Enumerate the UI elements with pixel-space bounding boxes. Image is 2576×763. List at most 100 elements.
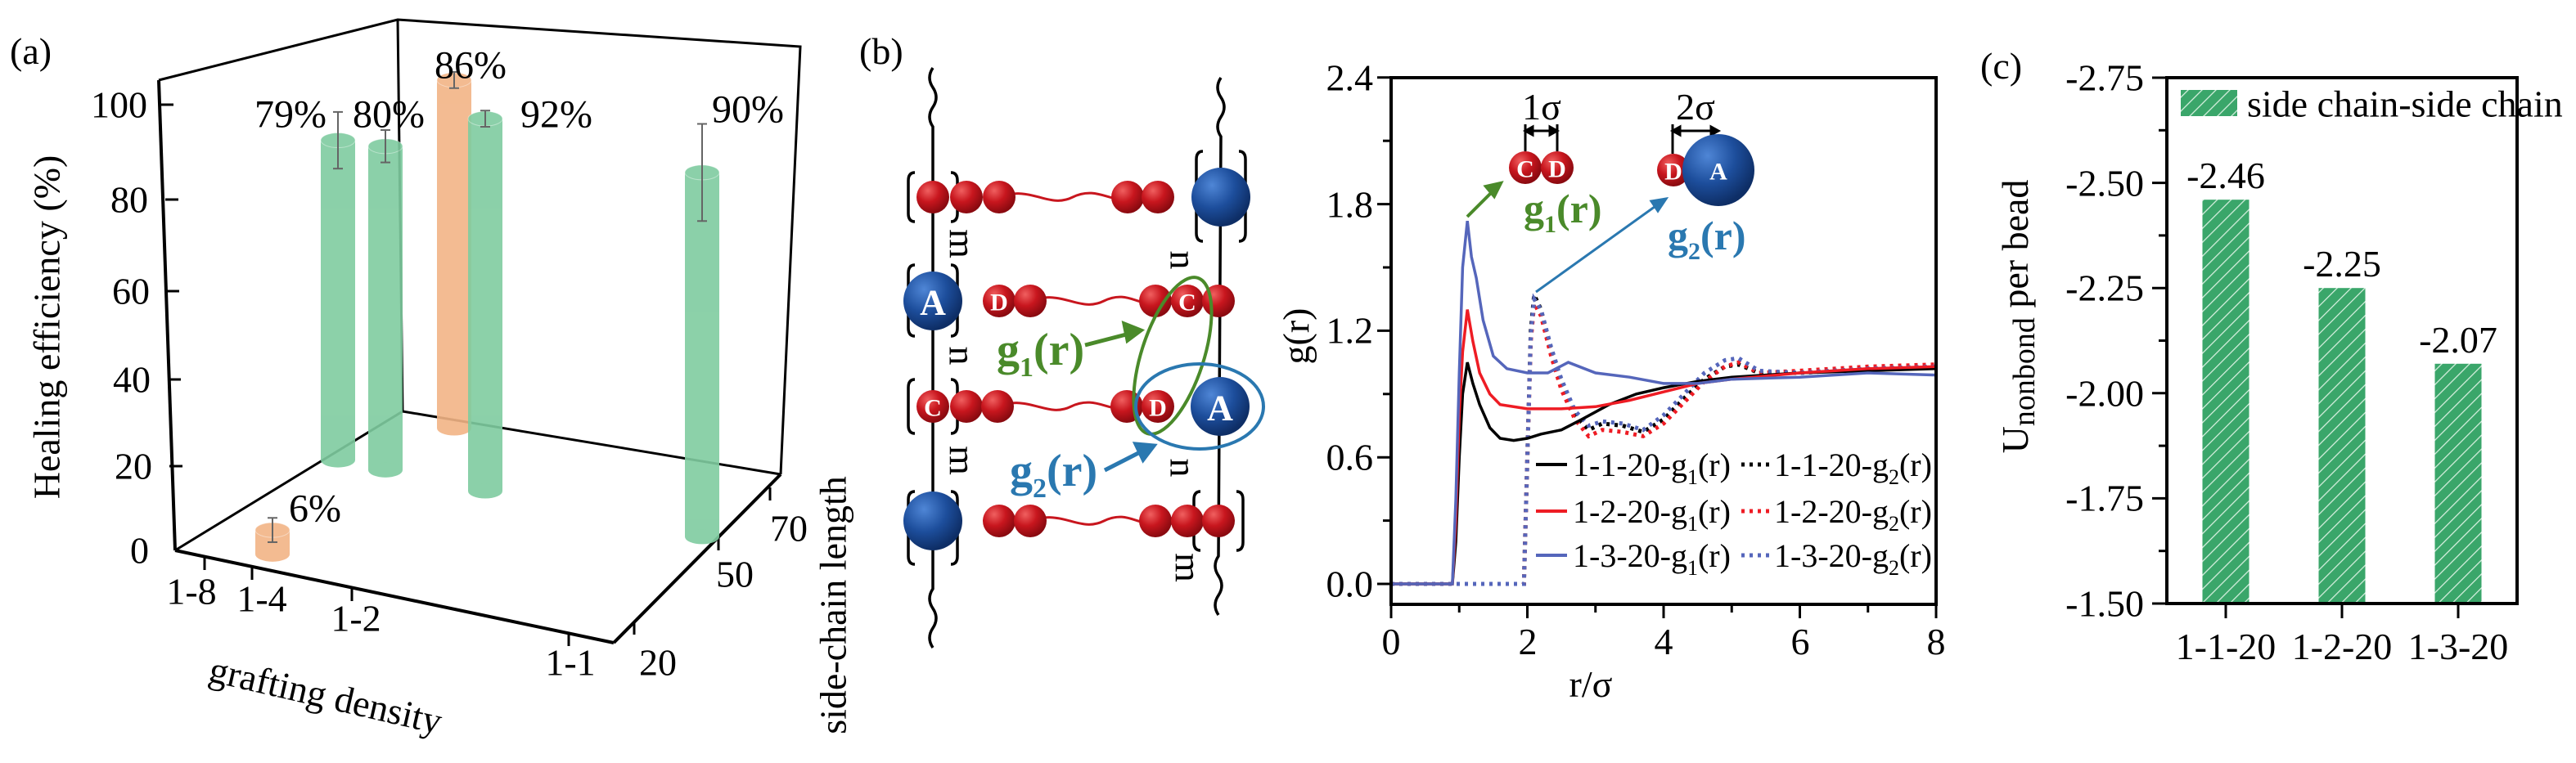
y-tick-label: -1.50 xyxy=(2065,583,2144,625)
legend-label: 1-1-20-g1(r) xyxy=(1573,447,1731,489)
gr-axis-ticks xyxy=(1377,76,1938,618)
error-bar xyxy=(381,129,390,164)
legend-label: side chain-side chain xyxy=(2247,83,2563,125)
bar-1-1-20 xyxy=(2202,200,2249,604)
inset-cd-pair: 1σ C D g1(r) xyxy=(1466,86,1602,238)
bar-value-label: 79% xyxy=(254,93,327,137)
legend-label-main: 1-3-20-g xyxy=(1774,537,1889,574)
cylinder-body xyxy=(468,119,502,491)
gr-y-axis-title: g(r) xyxy=(1276,308,1317,365)
legend-label-sub: 2 xyxy=(1889,556,1899,580)
bead-label-A: A xyxy=(1709,159,1727,186)
gr-x-axis-title: r/σ xyxy=(1569,663,1613,705)
repeat-m: m xyxy=(942,446,984,475)
bead-label-C: C xyxy=(924,395,942,422)
legend-label: 1-2-20-g2(r) xyxy=(1774,493,1932,536)
bar-value-label: 90% xyxy=(712,88,784,132)
legend-label-sub: 1 xyxy=(1687,512,1698,536)
x-tick-label: 1-3-20 xyxy=(2408,626,2509,667)
panel-label-c: (c) xyxy=(1980,45,2022,87)
x-tick-label: 1-8 xyxy=(166,571,216,613)
x-tick-label: 1-2-20 xyxy=(2292,626,2393,667)
bead-label-D: D xyxy=(1149,395,1167,422)
cylinder-bar xyxy=(254,517,290,562)
z-axis-title: Healing efficiency (%) xyxy=(26,155,68,500)
x-tick-labels: 1-8 1-4 1-2 1-1 20 50 70 xyxy=(166,508,808,684)
panel-c: (c) -2.46 -2.25 -2.07 -2.75 -2.50 -2.25 -2… xyxy=(1980,45,2563,667)
z-tick-label: 40 xyxy=(113,359,151,401)
y-tick-label: -2.00 xyxy=(2065,373,2144,415)
g1-annotation-arrow xyxy=(1466,181,1504,218)
cylinder-bottom xyxy=(368,462,403,478)
blue-beads xyxy=(903,168,1250,550)
legend-label-end: (r) xyxy=(1899,537,1932,574)
legend-label-main: 1-1-20-g xyxy=(1573,447,1687,483)
z-tick-label: 80 xyxy=(110,179,148,221)
legend-label-end: (r) xyxy=(1698,537,1731,574)
x-tick-label: 1-1 xyxy=(545,642,595,684)
gr-y-tick-labels: 0.0 0.6 1.2 1.8 2.4 xyxy=(1326,57,1374,605)
legend-label: 1-2-20-g1(r) xyxy=(1573,493,1731,536)
legend-label-sub: 1 xyxy=(1687,465,1698,489)
z-axis-line xyxy=(157,79,177,551)
legend-label-end: (r) xyxy=(1899,447,1932,483)
two-sigma-label: 2σ xyxy=(1676,86,1715,128)
cylinder-bar xyxy=(684,123,720,545)
g2-label: g2(r) xyxy=(1010,446,1097,504)
bar-value-label: -2.25 xyxy=(2303,243,2381,285)
c-y-axis-title: Unonbond per bead xyxy=(1994,180,2042,454)
error-bar xyxy=(268,517,277,543)
legend-label: 1-3-20-g1(r) xyxy=(1573,537,1731,580)
cylinder-bar xyxy=(436,70,472,436)
x-tick-label: 8 xyxy=(1927,621,1946,662)
bar-value-label: 86% xyxy=(435,44,507,88)
bead-label-A: A xyxy=(920,283,946,323)
left-backbone xyxy=(928,67,938,649)
red-beads xyxy=(916,181,1235,537)
legend-label: 1-1-20-g2(r) xyxy=(1774,447,1932,489)
cylinder-body xyxy=(321,140,355,460)
bead-label-A: A xyxy=(1207,388,1233,429)
beads: A A D C C D xyxy=(903,168,1250,550)
x-tick-label: 0 xyxy=(1382,621,1401,662)
z-tick-label: 100 xyxy=(91,84,147,126)
legend-label-main: 1-3-20-g xyxy=(1573,537,1687,574)
error-bar xyxy=(697,123,707,222)
repeat-n: n xyxy=(942,347,984,366)
error-bar xyxy=(333,110,343,170)
legend-label-sub: 1 xyxy=(1687,556,1698,580)
legend-label-end: (r) xyxy=(1698,447,1731,483)
y-tick-label: 0.0 xyxy=(1326,563,1374,605)
bar-1-3-20 xyxy=(2434,363,2482,604)
repeat-n: n xyxy=(1163,251,1205,270)
g2-arrow xyxy=(1103,442,1158,473)
bar-value-label: -2.07 xyxy=(2419,319,2497,361)
bar-value-label: 6% xyxy=(289,487,341,531)
legend-label-sub: 2 xyxy=(1889,465,1899,489)
y-tick-label: 1.2 xyxy=(1326,310,1374,352)
cylinder-body xyxy=(685,172,719,537)
cylinder-bar xyxy=(367,129,403,478)
bead-label-D: D xyxy=(1664,159,1682,186)
y-tick-label: 50 xyxy=(716,554,754,595)
x-tick-label: 6 xyxy=(1791,621,1810,662)
legend-label-end: (r) xyxy=(1899,493,1932,530)
gr-plot-frame xyxy=(1389,76,1938,606)
repeat-n: n xyxy=(1163,459,1205,478)
error-bar xyxy=(449,70,459,89)
y-axis-title: side-chain length xyxy=(813,476,854,734)
series-line-1-3-20-g1(r) xyxy=(1391,221,1937,586)
bar-1-2-20 xyxy=(2318,288,2366,604)
legend-label: 1-3-20-g2(r) xyxy=(1774,537,1932,580)
bars-3d: 6% 79% 80%86% 92% 90% xyxy=(254,44,784,562)
x-tick-label: 4 xyxy=(1655,621,1673,662)
cylinder-bottom xyxy=(255,546,290,562)
cylinder-bar xyxy=(320,110,356,468)
y-tick-label: -2.25 xyxy=(2065,267,2144,309)
y-tick-label: -1.75 xyxy=(2065,478,2144,519)
panel-b-gr-plot: 0.0 0.6 1.2 1.8 2.4 0 2 4 6 8 r/σ g(r) 1… xyxy=(1276,57,1946,706)
g1-label: g1(r) xyxy=(997,325,1084,383)
z-tick-labels: 0 20 40 60 80 100 xyxy=(91,84,152,572)
panel-label-b: (b) xyxy=(859,30,903,72)
cylinder-bar xyxy=(467,110,503,499)
